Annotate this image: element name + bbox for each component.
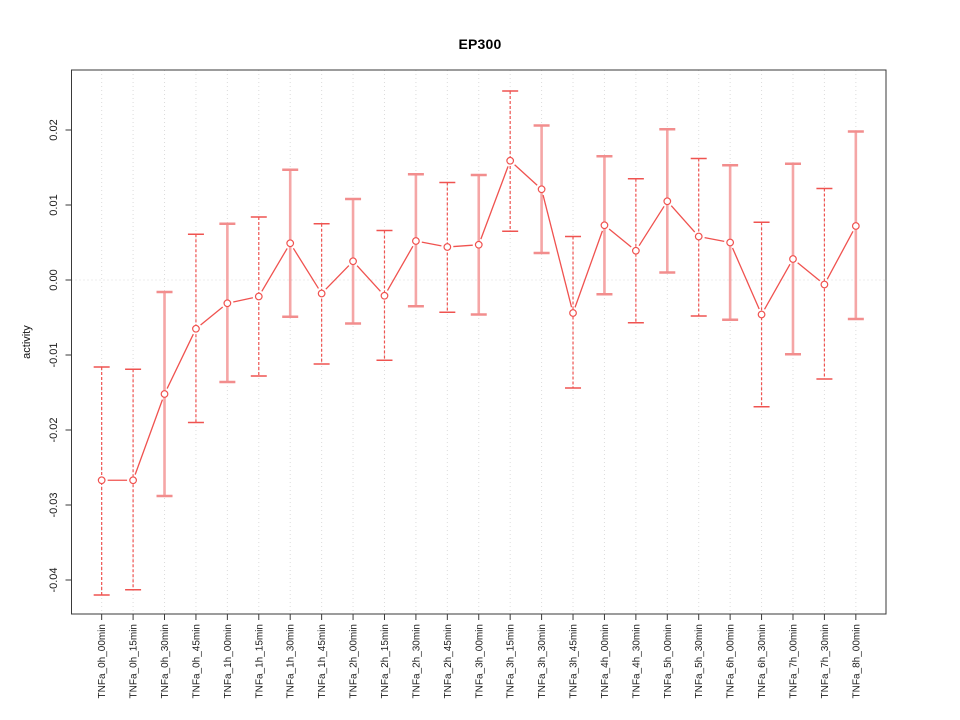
y-tick-label: -0.01 bbox=[48, 342, 60, 367]
y-tick-label: -0.04 bbox=[48, 567, 60, 592]
x-tick-label: TNFa_0h_30min bbox=[160, 624, 171, 698]
series-segment bbox=[542, 194, 573, 308]
x-tick-label: TNFa_4h_00min bbox=[600, 624, 611, 698]
data-point bbox=[317, 289, 326, 298]
series-segment bbox=[166, 333, 194, 389]
data-point bbox=[412, 237, 420, 245]
series-segment bbox=[200, 306, 224, 326]
x-tick-label: TNFa_2h_00min bbox=[349, 624, 360, 698]
x-tick-label: TNFa_3h_15min bbox=[506, 624, 517, 698]
data-point bbox=[254, 292, 263, 301]
series-segment bbox=[731, 247, 760, 310]
series-segment bbox=[421, 241, 442, 247]
data-point bbox=[286, 239, 295, 248]
series-segment bbox=[480, 166, 509, 240]
x-tick-label: TNFa_5h_30min bbox=[694, 624, 705, 698]
x-tick-label: TNFa_3h_00min bbox=[474, 624, 485, 698]
series-segment bbox=[453, 244, 473, 248]
data-point bbox=[223, 299, 232, 308]
data-point bbox=[474, 240, 483, 249]
data-point bbox=[537, 185, 546, 194]
y-tick-label: -0.03 bbox=[48, 492, 60, 517]
x-tick-label: TNFa_7h_30min bbox=[820, 624, 831, 698]
x-tick-label: TNFa_7h_00min bbox=[788, 624, 799, 698]
series-segment bbox=[292, 247, 320, 289]
data-point bbox=[820, 280, 829, 289]
series-segment bbox=[356, 265, 381, 292]
y-tick-label: -0.02 bbox=[48, 417, 60, 442]
x-tick-label: TNFa_5h_00min bbox=[663, 624, 674, 698]
series-segment bbox=[325, 265, 350, 290]
series-segment bbox=[134, 399, 164, 475]
data-point bbox=[380, 291, 389, 300]
data-point bbox=[506, 156, 515, 165]
data-point bbox=[757, 310, 766, 319]
chart-title: EP300 bbox=[458, 36, 502, 52]
x-tick-label: TNFa_3h_45min bbox=[569, 624, 580, 698]
x-tick-label: TNFa_0h_15min bbox=[129, 624, 140, 698]
x-tick-label: TNFa_6h_00min bbox=[726, 624, 737, 698]
x-tick-label: TNFa_2h_45min bbox=[443, 624, 454, 698]
x-tick-label: TNFa_6h_30min bbox=[757, 624, 768, 698]
y-tick-label: 0.00 bbox=[48, 269, 60, 290]
data-point bbox=[726, 238, 735, 247]
x-tick-label: TNFa_0h_45min bbox=[191, 624, 202, 698]
x-tick-label: TNFa_2h_15min bbox=[380, 624, 391, 698]
x-tick-label: TNFa_4h_30min bbox=[631, 624, 642, 698]
data-point bbox=[349, 257, 357, 266]
x-tick-label: TNFa_3h_30min bbox=[537, 624, 548, 698]
x-tick-label: TNFa_0h_00min bbox=[97, 624, 108, 698]
y-tick-label: 0.01 bbox=[48, 194, 60, 215]
x-tick-label: TNFa_1h_00min bbox=[223, 624, 234, 698]
series-segment bbox=[608, 228, 632, 248]
series-segment bbox=[638, 205, 665, 247]
data-point bbox=[851, 222, 860, 230]
x-tick-label: TNFa_8h_00min bbox=[851, 624, 862, 698]
x-tick-label: TNFa_1h_15min bbox=[254, 624, 265, 698]
data-point bbox=[600, 221, 609, 230]
data-point bbox=[694, 232, 703, 241]
series-segment bbox=[514, 164, 538, 186]
series-segment bbox=[797, 262, 821, 282]
data-point bbox=[129, 476, 137, 485]
data-point bbox=[443, 243, 452, 251]
series-segment bbox=[704, 236, 725, 243]
x-tick-label: TNFa_2h_30min bbox=[411, 624, 422, 698]
series-segment bbox=[826, 230, 854, 280]
x-tick-label: TNFa_1h_45min bbox=[317, 624, 328, 698]
x-tick-label: TNFa_1h_30min bbox=[286, 624, 297, 698]
series-segment bbox=[233, 297, 254, 303]
data-point bbox=[789, 255, 797, 263]
data-point bbox=[160, 390, 169, 398]
data-point bbox=[663, 197, 672, 206]
data-point bbox=[631, 246, 640, 255]
series-segment bbox=[670, 205, 696, 233]
y-tick-label: 0.02 bbox=[48, 119, 60, 140]
data-point bbox=[569, 309, 577, 317]
series-segment bbox=[261, 248, 288, 292]
data-point bbox=[192, 324, 200, 333]
data-point bbox=[97, 476, 106, 485]
series-segment bbox=[574, 230, 604, 308]
series-segment bbox=[763, 263, 791, 310]
series-segment bbox=[386, 245, 414, 291]
